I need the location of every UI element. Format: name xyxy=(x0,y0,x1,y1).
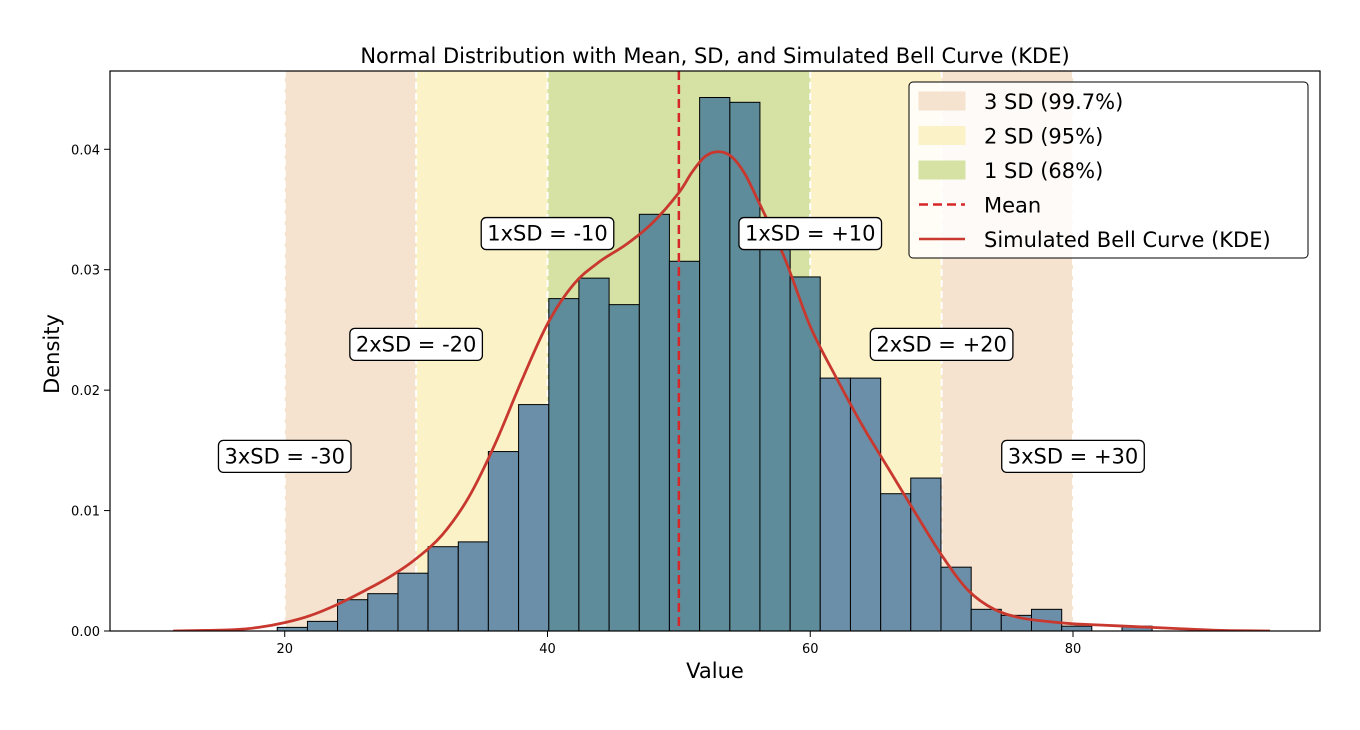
sd-annotation-box xyxy=(349,327,484,362)
x-tick-label: 60 xyxy=(802,642,819,657)
legend-label: 1 SD (68%) xyxy=(984,159,1103,183)
histogram-bar xyxy=(970,608,1002,632)
sd-annotation-box xyxy=(869,327,1014,362)
sd-annotation-label: 1xSD = -10 xyxy=(487,222,608,246)
histogram-bar xyxy=(1061,625,1093,632)
sd-annotation-box xyxy=(738,216,883,251)
legend-swatch xyxy=(918,160,966,180)
plot-frame xyxy=(109,70,1321,632)
histogram-bar xyxy=(638,213,670,632)
sd-annotation-label: 3xSD = -30 xyxy=(224,444,345,468)
legend-label: Simulated Bell Curve (KDE) xyxy=(984,228,1271,252)
sd-annotation: 1xSD = +10 xyxy=(738,216,883,251)
chart-title: Normal Distribution with Mean, SD, and S… xyxy=(360,44,1069,68)
histogram-bar xyxy=(910,477,942,632)
y-axis-label: Density xyxy=(40,314,64,394)
legend: 3 SD (99.7%) 2 SD (95%) 1 SD (68%) Mean Simu… xyxy=(908,81,1309,259)
sd-annotation-label: 3xSD = +30 xyxy=(1008,444,1139,468)
histogram-bar xyxy=(487,451,520,632)
legend-frame xyxy=(908,81,1309,259)
legend-label: 2 SD (95%) xyxy=(984,125,1103,149)
histogram-bar xyxy=(397,572,429,632)
legend-swatch xyxy=(918,91,966,111)
kde-curve xyxy=(173,150,1271,631)
sd-annotation-box xyxy=(217,439,352,474)
histogram-bar xyxy=(819,377,851,632)
legend-swatch xyxy=(918,126,966,145)
sd-annotation-box xyxy=(1001,439,1145,474)
legend-label: 3 SD (99.7%) xyxy=(984,90,1123,114)
sd-annotation: 2xSD = +20 xyxy=(869,327,1014,362)
histogram-bar xyxy=(427,546,459,632)
legend-label: Mean xyxy=(984,194,1041,218)
histogram-bar xyxy=(306,620,339,632)
sd-annotation: 1xSD = -10 xyxy=(480,216,615,251)
histogram-bar xyxy=(578,277,610,632)
histogram-bar xyxy=(699,96,731,632)
sd-annotation: 2xSD = -20 xyxy=(349,327,484,362)
histogram-bar xyxy=(789,276,821,632)
histogram-bar xyxy=(849,377,882,632)
histogram-bar xyxy=(367,593,399,632)
sd-annotation-label: 1xSD = +10 xyxy=(745,222,876,246)
sd-annotation: 3xSD = -30 xyxy=(217,439,352,474)
sd-annotation-label: 2xSD = +20 xyxy=(876,332,1007,356)
histogram-bar xyxy=(457,541,489,632)
histogram-bar xyxy=(608,304,640,632)
histogram-bar xyxy=(337,599,369,632)
histogram-bar xyxy=(880,493,912,632)
x-tick-label: 80 xyxy=(1065,642,1082,657)
sd-annotation: 3xSD = +30 xyxy=(1001,439,1145,474)
y-tick-label: 0.04 xyxy=(71,143,100,158)
x-tick-label: 40 xyxy=(539,642,556,657)
y-tick-label: 0.03 xyxy=(71,264,100,279)
y-tick-label: 0.00 xyxy=(71,625,100,640)
histogram-bar xyxy=(518,404,550,632)
y-tick-label: 0.01 xyxy=(71,505,100,520)
y-tick-label: 0.02 xyxy=(71,384,100,399)
histogram-bar xyxy=(548,298,580,632)
x-tick-label: 20 xyxy=(276,642,293,657)
sd-annotation-box xyxy=(480,216,615,251)
x-axis-label: Value xyxy=(686,659,744,683)
sd-annotation-label: 2xSD = -20 xyxy=(356,332,477,356)
plot-area: 3xSD = -30 2xSD = -20 1xSD = -10 1xSD = +10… xyxy=(71,70,1321,657)
histogram-bar xyxy=(729,101,761,632)
histogram-bar xyxy=(759,233,791,632)
histogram-bar xyxy=(668,260,701,632)
